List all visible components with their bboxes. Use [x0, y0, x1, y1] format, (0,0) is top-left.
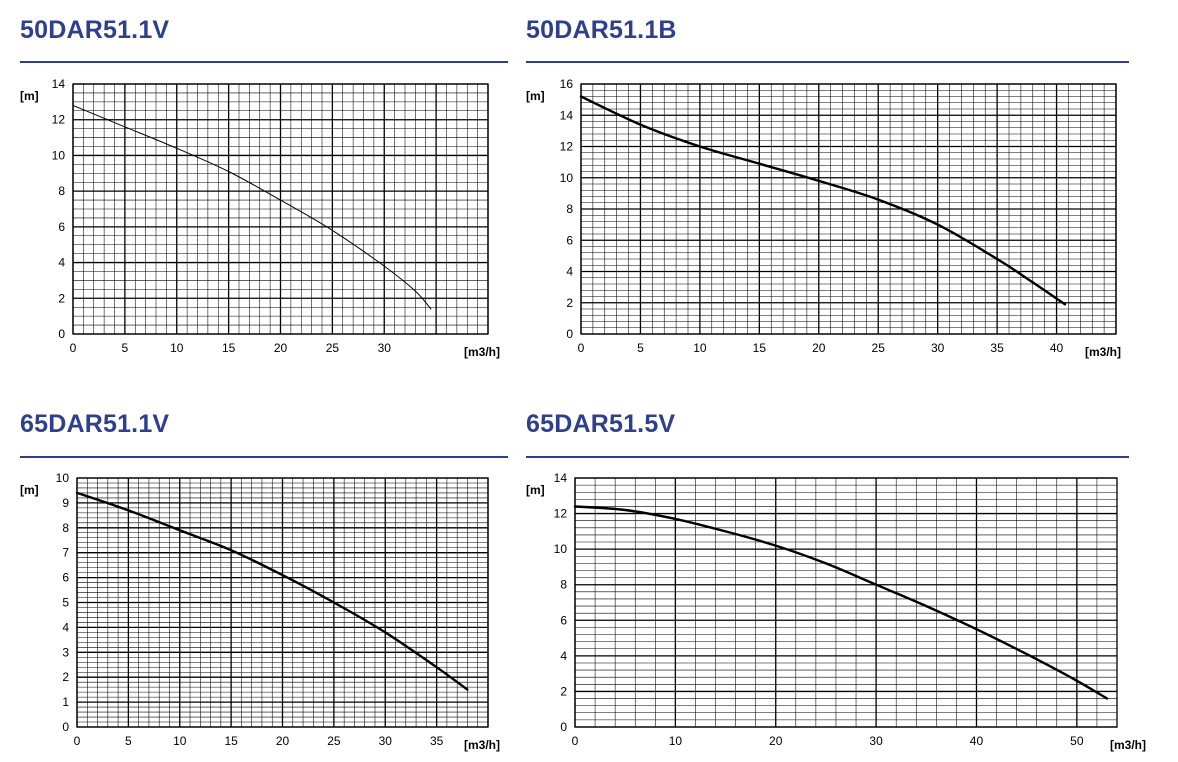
- y-tick-label: 12: [560, 140, 574, 154]
- title-rule: [20, 456, 508, 458]
- x-tick-label: 10: [173, 734, 187, 748]
- x-tick-label: 20: [276, 734, 290, 748]
- x-tick-label: 15: [222, 341, 236, 355]
- x-tick-label: 20: [812, 341, 826, 355]
- title-rule: [526, 456, 1129, 458]
- y-tick-label: 10: [56, 471, 70, 485]
- y-tick-label: 6: [62, 571, 69, 585]
- x-tick-label: 50: [1070, 734, 1084, 748]
- x-axis-label: [m3/h]: [1085, 345, 1121, 359]
- y-tick-label: 4: [62, 620, 69, 634]
- x-tick-label: 0: [70, 341, 77, 355]
- x-axis-label: [m3/h]: [1110, 738, 1146, 752]
- chart-title: 65DAR51.5V: [526, 410, 676, 438]
- title-rule: [526, 61, 1129, 63]
- grid: [76, 477, 489, 728]
- y-tick-label: 2: [566, 296, 573, 310]
- y-tick-label: 6: [566, 233, 573, 247]
- x-tick-label: 20: [769, 734, 783, 748]
- chart-title: 50DAR51.1B: [526, 16, 677, 44]
- x-tick-label: 0: [572, 734, 579, 748]
- pump-curve-line: [72, 104, 432, 310]
- chart-title: 65DAR51.1V: [20, 410, 170, 438]
- y-axis-label: [m]: [20, 483, 39, 497]
- x-tick-label: 25: [326, 341, 340, 355]
- y-tick-label: 3: [62, 645, 69, 659]
- y-tick-label: 4: [560, 649, 567, 663]
- x-tick-label: 25: [872, 341, 886, 355]
- x-tick-label: 0: [578, 341, 585, 355]
- title-rule: [20, 61, 508, 63]
- y-tick-label: 4: [58, 256, 65, 270]
- y-tick-label: 2: [62, 670, 69, 684]
- y-tick-label: 8: [58, 184, 65, 198]
- x-tick-label: 30: [378, 341, 392, 355]
- y-tick-label: 14: [554, 471, 568, 485]
- y-tick-label: 0: [560, 720, 567, 734]
- x-tick-label: 30: [931, 341, 945, 355]
- x-tick-label: 5: [125, 734, 132, 748]
- x-tick-label: 10: [669, 734, 683, 748]
- y-tick-label: 16: [560, 77, 574, 91]
- y-tick-label: 10: [560, 171, 574, 185]
- x-axis-label: [m3/h]: [464, 345, 500, 359]
- x-tick-label: 15: [224, 734, 238, 748]
- y-tick-label: 0: [58, 327, 65, 341]
- y-tick-label: 10: [52, 148, 66, 162]
- y-tick-label: 14: [52, 77, 66, 91]
- plot-frame: [574, 477, 1118, 728]
- x-tick-label: 20: [274, 341, 288, 355]
- x-tick-label: 35: [430, 734, 444, 748]
- y-tick-label: 2: [560, 684, 567, 698]
- y-tick-label: 12: [554, 507, 568, 521]
- x-tick-label: 5: [122, 341, 129, 355]
- y-tick-label: 10: [554, 542, 568, 556]
- y-tick-label: 4: [566, 265, 573, 279]
- y-tick-label: 2: [58, 291, 65, 305]
- y-tick-label: 9: [62, 496, 69, 510]
- y-axis-label: [m]: [526, 89, 545, 103]
- y-axis-label: [m]: [526, 483, 545, 497]
- grid: [574, 477, 1118, 728]
- y-axis-label: [m]: [20, 89, 39, 103]
- pump-curve-line: [573, 505, 1109, 700]
- x-tick-label: 15: [753, 341, 767, 355]
- x-tick-label: 40: [970, 734, 984, 748]
- x-tick-label: 30: [869, 734, 883, 748]
- y-tick-label: 5: [62, 596, 69, 610]
- y-tick-label: 7: [62, 546, 69, 560]
- plot-frame: [76, 477, 489, 728]
- x-tick-label: 30: [379, 734, 393, 748]
- x-tick-label: 10: [693, 341, 707, 355]
- y-tick-label: 0: [62, 720, 69, 734]
- y-tick-label: 0: [566, 327, 573, 341]
- x-tick-label: 35: [990, 341, 1004, 355]
- y-tick-label: 12: [52, 113, 66, 127]
- x-tick-label: 0: [74, 734, 81, 748]
- plot-frame: [72, 83, 489, 335]
- grid: [580, 83, 1117, 335]
- pump-curve-line: [75, 491, 469, 691]
- x-tick-label: 25: [327, 734, 341, 748]
- y-tick-label: 6: [560, 613, 567, 627]
- x-axis-label: [m3/h]: [464, 738, 500, 752]
- grid: [72, 83, 489, 335]
- plot-frame: [580, 83, 1117, 335]
- x-tick-label: 5: [637, 341, 644, 355]
- y-tick-label: 8: [62, 521, 69, 535]
- y-tick-label: 1: [62, 695, 69, 709]
- pump-curve-line: [579, 95, 1067, 306]
- x-tick-label: 40: [1050, 341, 1064, 355]
- y-tick-label: 8: [560, 578, 567, 592]
- y-tick-label: 8: [566, 202, 573, 216]
- chart-title: 50DAR51.1V: [20, 16, 170, 44]
- x-tick-label: 10: [170, 341, 184, 355]
- y-tick-label: 6: [58, 220, 65, 234]
- y-tick-label: 14: [560, 108, 574, 122]
